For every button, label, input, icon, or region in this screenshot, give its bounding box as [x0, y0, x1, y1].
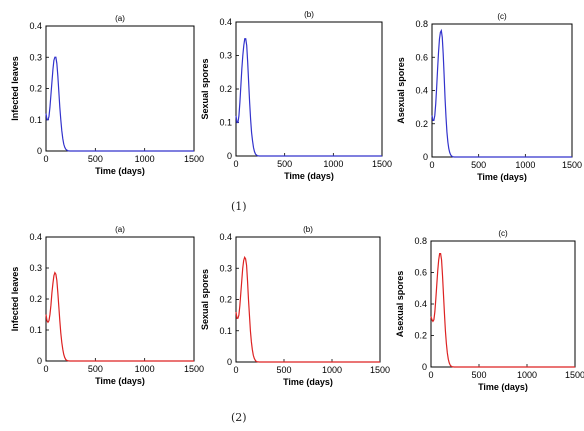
y-tick-label: 0.8	[414, 236, 427, 246]
x-tick-label: 1500	[184, 364, 204, 374]
y-tick-label: 0.4	[219, 232, 232, 242]
x-tick-label: 1000	[517, 370, 537, 380]
panel-title: (c)	[498, 229, 508, 238]
x-tick-label: 1000	[135, 364, 155, 374]
y-tick-label: 0.2	[29, 294, 42, 304]
series-line-1	[431, 28, 572, 158]
y-tick-label: 0.2	[29, 84, 42, 94]
x-tick-label: 0	[43, 364, 48, 374]
y-tick-label: 0	[422, 362, 427, 372]
plot-frame	[235, 21, 383, 157]
y-tick-label: 0.2	[219, 295, 232, 305]
x-axis-label: Time (days)	[477, 172, 527, 182]
y-tick-label: 0.3	[219, 263, 232, 273]
chart-panel-2: (b) 0 500 1000 1500 0 0.1 0.2 0.3 0.4 Time (days) S…	[200, 10, 392, 181]
y-tick-label: 0.3	[29, 52, 42, 62]
chart-panel-5: (b) 0 500 1000 1500 0 0.1 0.2 0.3 0.4 Time (days) S…	[200, 225, 390, 387]
panel-title: (a)	[115, 225, 125, 234]
y-axis-label: Infected leaves	[10, 56, 20, 121]
caption-group-1: (1)	[231, 200, 247, 213]
y-axis-label: Asexual spores	[396, 57, 406, 124]
x-tick-label: 500	[471, 160, 486, 170]
y-tick-label: 0.1	[219, 118, 232, 128]
x-tick-label: 1500	[562, 160, 582, 170]
chart-panel-6: (c) 0 500 1000 1500 0 0.2 0.4 0.6 0.8 Time (days) A…	[395, 229, 584, 392]
x-axis-label: Time (days)	[283, 377, 333, 387]
y-tick-label: 0.4	[219, 17, 232, 27]
series-line-1	[235, 38, 382, 157]
y-tick-label: 0.4	[29, 21, 42, 31]
x-tick-label: 500	[88, 364, 103, 374]
y-tick-label: 0.1	[219, 326, 232, 336]
x-axis-label: Time (days)	[284, 171, 334, 181]
chart-panel-4: (a) 0 500 1000 1500 0 0.1 0.2 0.3 0.4 Time (days) I…	[10, 225, 204, 386]
y-tick-label: 0.8	[415, 19, 428, 29]
y-tick-label: 0.3	[29, 263, 42, 273]
y-tick-label: 0	[227, 357, 232, 367]
y-tick-label: 0.1	[29, 115, 42, 125]
panel-title: (c)	[497, 12, 507, 21]
x-tick-label: 500	[88, 154, 103, 164]
x-tick-label: 500	[471, 370, 486, 380]
y-tick-label: 0.3	[219, 51, 232, 61]
plot-frame	[45, 25, 195, 152]
plot-frame	[431, 23, 573, 158]
chart-panel-1: (a) 0 500 1000 1500 0 0.1 0.2 0.3 0.4 Time (days) I…	[10, 14, 204, 176]
y-tick-label: 0.1	[29, 325, 42, 335]
x-tick-label: 1000	[322, 365, 342, 375]
y-tick-label: 0.4	[415, 86, 428, 96]
x-tick-label: 0	[43, 154, 48, 164]
panel-title: (b)	[304, 10, 314, 19]
x-tick-label: 1500	[184, 154, 204, 164]
chart-panel-3: (c) 0 500 1000 1500 0 0.2 0.4 0.6 0.8 Time (days) A…	[396, 12, 582, 182]
y-tick-label: 0	[37, 146, 42, 156]
x-tick-label: 1000	[135, 154, 155, 164]
y-tick-label: 0.2	[415, 119, 428, 129]
x-tick-label: 1500	[372, 159, 392, 169]
y-tick-label: 0	[227, 151, 232, 161]
y-axis-label: Sexual spores	[200, 269, 210, 330]
x-axis-label: Time (days)	[95, 166, 145, 176]
y-tick-label: 0.4	[414, 299, 427, 309]
y-tick-label: 0	[423, 152, 428, 162]
x-tick-label: 1000	[323, 159, 343, 169]
x-tick-label: 0	[429, 160, 434, 170]
x-axis-label: Time (days)	[95, 376, 145, 386]
x-tick-label: 0	[233, 159, 238, 169]
y-tick-label: 0.6	[414, 268, 427, 278]
x-tick-label: 1500	[565, 370, 584, 380]
y-axis-label: Infected leaves	[10, 267, 20, 332]
x-tick-label: 1500	[370, 365, 390, 375]
y-tick-label: 0.2	[219, 84, 232, 94]
series-line-1	[45, 271, 194, 362]
series-line-1	[45, 56, 194, 152]
x-axis-label: Time (days)	[478, 382, 528, 392]
x-tick-label: 1000	[515, 160, 535, 170]
y-tick-label: 0.6	[415, 52, 428, 62]
series-line-1	[235, 255, 380, 363]
x-tick-label: 500	[277, 159, 292, 169]
series-line-1	[430, 253, 575, 368]
y-tick-label: 0.4	[29, 232, 42, 242]
plot-frame	[430, 240, 576, 368]
x-tick-label: 500	[276, 365, 291, 375]
panel-title: (a)	[115, 14, 125, 23]
plot-frame	[45, 236, 195, 362]
plot-frame	[235, 236, 381, 363]
panel-title: (b)	[303, 225, 313, 234]
y-tick-label: 0	[37, 356, 42, 366]
y-tick-label: 0.2	[414, 331, 427, 341]
y-axis-label: Sexual spores	[200, 58, 210, 119]
caption-group-2: (2)	[231, 411, 247, 424]
x-tick-label: 0	[428, 370, 433, 380]
y-axis-label: Asexual spores	[395, 271, 405, 338]
x-tick-label: 0	[233, 365, 238, 375]
